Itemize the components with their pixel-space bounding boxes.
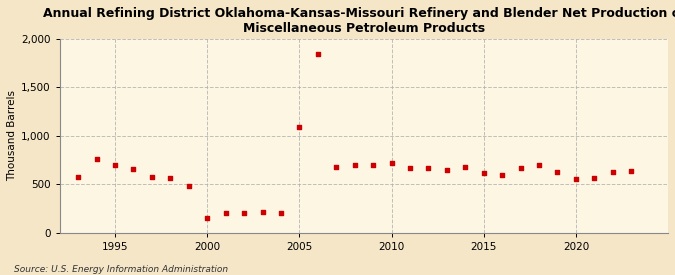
Point: [404, 166, 415, 170]
Point: [479, 171, 489, 176]
Text: Source: U.S. Energy Information Administration: Source: U.S. Energy Information Administ…: [14, 265, 227, 274]
Point: [331, 164, 342, 169]
Point: [626, 168, 637, 173]
Point: [202, 216, 213, 220]
Point: [349, 163, 360, 167]
Point: [386, 161, 397, 165]
Point: [73, 175, 84, 180]
Point: [239, 211, 250, 215]
Point: [589, 176, 599, 180]
Point: [257, 210, 268, 214]
Point: [91, 157, 102, 161]
Point: [368, 163, 379, 167]
Point: [109, 163, 120, 167]
Point: [275, 211, 286, 215]
Point: [534, 163, 545, 167]
Point: [294, 125, 305, 129]
Point: [128, 166, 139, 171]
Point: [146, 175, 157, 180]
Title: Annual Refining District Oklahoma-Kansas-Missouri Refinery and Blender Net Produ: Annual Refining District Oklahoma-Kansas…: [43, 7, 675, 35]
Point: [423, 166, 434, 170]
Point: [497, 173, 508, 178]
Point: [184, 184, 194, 188]
Point: [552, 169, 563, 174]
Y-axis label: Thousand Barrels: Thousand Barrels: [7, 90, 17, 181]
Point: [608, 170, 618, 175]
Point: [441, 167, 452, 172]
Point: [165, 176, 176, 180]
Point: [313, 52, 323, 57]
Point: [460, 164, 470, 169]
Point: [515, 166, 526, 170]
Point: [570, 177, 581, 182]
Point: [220, 211, 231, 215]
